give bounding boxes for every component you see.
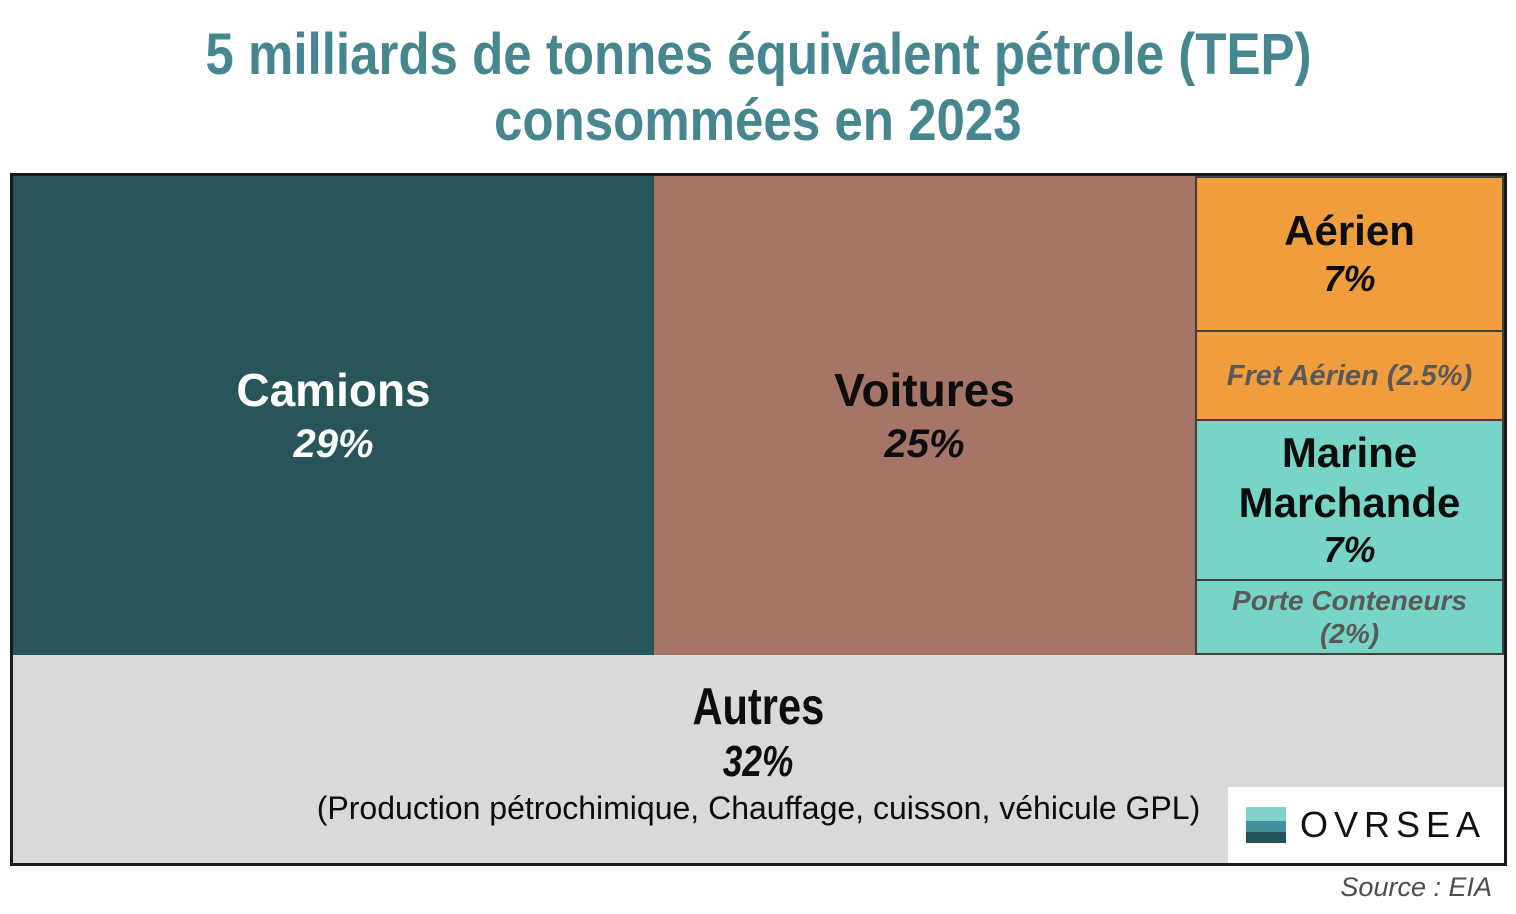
segment-autres-value: 32%: [723, 737, 794, 786]
logo-stripe-light: [1245, 807, 1286, 822]
treemap-chart: Camions 29% Voitures 25% Aérien 7% Fret …: [10, 173, 1507, 866]
chart-title-line1: 5 milliards de tonnes équivalent pétrole…: [204, 22, 1312, 87]
segment-autres-label: Autres: [692, 678, 825, 736]
logo-stripe-dark: [1245, 832, 1286, 843]
segment-camions-label: Camions: [236, 363, 431, 416]
ovrsea-logo-icon: [1245, 807, 1286, 843]
segment-porte-conteneurs: Porte Conteneurs (2%): [1195, 579, 1504, 655]
chart-title-line2: consommées en 2023: [494, 88, 1022, 153]
chart-title: 5 milliards de tonnes équivalent pétrole…: [0, 22, 1516, 154]
segment-porte-conteneurs-value: (2%): [1319, 618, 1380, 650]
segment-fret-aerien-label: Fret Aérien (2.5%): [1226, 359, 1473, 392]
segment-marine-marchande-label: Marine Marchande: [1238, 429, 1461, 527]
segment-voitures-value: 25%: [884, 421, 965, 466]
logo-stripe-mid: [1245, 821, 1286, 833]
segment-marine-marchande-value: 7%: [1323, 529, 1376, 571]
ovrsea-logo: OVRSEA: [1228, 787, 1504, 863]
segment-camions-value: 29%: [293, 421, 374, 466]
segment-aerien-label: Aérien: [1284, 207, 1415, 255]
segment-fret-aerien: Fret Aérien (2.5%): [1195, 330, 1504, 421]
segment-marine-marchande: Marine Marchande 7%: [1195, 418, 1504, 582]
treemap-top-row: Camions 29% Voitures 25% Aérien 7% Fret …: [13, 176, 1504, 655]
segment-autres: Autres 32% (Production pétrochimique, Ch…: [13, 655, 1504, 863]
segment-porte-conteneurs-label: Porte Conteneurs: [1232, 585, 1467, 617]
segment-camions: Camions 29%: [13, 176, 654, 655]
segment-voitures: Voitures 25%: [654, 176, 1195, 655]
source-attribution: Source : EIA: [1340, 872, 1492, 902]
treemap-right-column: Aérien 7% Fret Aérien (2.5%) Marine Marc…: [1195, 176, 1504, 655]
segment-autres-note: (Production pétrochimique, Chauffage, cu…: [316, 790, 1201, 826]
segment-aerien-value: 7%: [1323, 258, 1376, 300]
ovrsea-logo-text: OVRSEA: [1299, 804, 1487, 845]
segment-aerien: Aérien 7%: [1195, 176, 1504, 333]
segment-voitures-label: Voitures: [834, 363, 1015, 416]
